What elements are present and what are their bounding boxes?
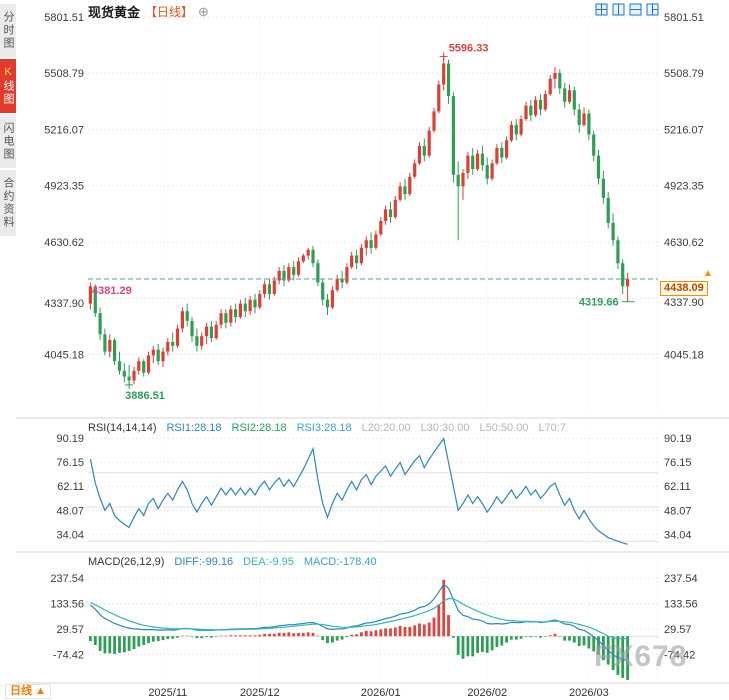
svg-text:4319.66: 4319.66	[579, 297, 619, 309]
layout-mixed-icon[interactable]	[646, 3, 659, 16]
macd-legend-item: DEA:-9.95	[243, 556, 294, 568]
svg-text:90.19: 90.19	[664, 433, 692, 445]
svg-text:62.11: 62.11	[57, 481, 84, 493]
svg-text:3886.51: 3886.51	[125, 390, 165, 402]
svg-text:29.57: 29.57	[56, 624, 84, 636]
rsi-legend-item: RSI1:28.18	[166, 422, 222, 434]
sidebar-item-contract-info[interactable]: 合约资料	[0, 170, 16, 236]
rsi-legend-item: RSI2:28.18	[231, 422, 287, 434]
svg-text:48.07: 48.07	[664, 505, 692, 517]
rsi-legend: RSI(14,14,14) RSI1:28.18 RSI2:28.18 RSI3:28…	[88, 422, 566, 434]
svg-text:5801.51: 5801.51	[44, 12, 84, 24]
sidebar-item-kline-chart[interactable]: K线图	[0, 59, 16, 113]
rsi-legend-item: RSI(14,14,14)	[88, 422, 157, 434]
layout-icon-group	[595, 3, 659, 16]
svg-text:4045.18: 4045.18	[44, 349, 84, 361]
period-tag: 【日线】	[145, 5, 194, 19]
layout-split-vertical-icon[interactable]	[629, 3, 642, 16]
rsi-legend-item: RSI3:28.18	[296, 422, 352, 434]
svg-text:4337.90: 4337.90	[664, 297, 704, 309]
rsi-line	[89, 437, 628, 545]
svg-text:4337.90: 4337.90	[44, 298, 84, 310]
rsi-legend-item: L20:20.00	[361, 422, 411, 434]
brand-watermark: FX678	[594, 640, 688, 673]
svg-text:5216.07: 5216.07	[44, 125, 84, 137]
svg-text:5216.07: 5216.07	[664, 125, 704, 137]
rsi-panel: 90.19 90.19 76.15 76.15 62.11 62.11 48.07 48.07…	[56, 433, 692, 545]
macd-legend-item: MACD:-178.40	[303, 556, 377, 568]
svg-text:2026/02: 2026/02	[467, 687, 507, 699]
svg-text:2025/11: 2025/11	[148, 687, 187, 699]
macd-diff-line	[89, 583, 628, 662]
chart-type-sidebar: 分时图 K线图 闪电图 合约资料	[0, 4, 16, 236]
svg-text:76.15: 76.15	[56, 457, 84, 469]
price-axis: 5801.51 5801.51 5508.79 5508.79 5216.07 5216.…	[44, 12, 704, 361]
price-up-arrow: ▲	[703, 267, 713, 279]
svg-text:29.57: 29.57	[664, 624, 692, 636]
svg-text:133.56: 133.56	[664, 599, 698, 611]
svg-text:5596.33: 5596.33	[449, 42, 489, 54]
macd-legend-item: DIFF:-99.16	[174, 556, 234, 568]
svg-text:90.19: 90.19	[56, 433, 84, 445]
svg-text:4630.62: 4630.62	[44, 237, 84, 249]
rsi-legend-item: L50:50.00	[479, 422, 529, 434]
svg-text:62.11: 62.11	[664, 481, 691, 493]
svg-text:2026/03: 2026/03	[569, 687, 609, 699]
svg-text:4045.18: 4045.18	[664, 349, 704, 361]
period-selector-label: 日线	[10, 685, 32, 697]
svg-text:4381.29: 4381.29	[92, 285, 132, 297]
sidebar-item-lightning-chart[interactable]: 闪电图	[0, 115, 16, 168]
layout-grid-quad-icon[interactable]	[595, 3, 608, 16]
candlesticks	[88, 56, 630, 385]
rsi-legend-item: L70:7	[538, 422, 566, 434]
last-price-tag: 4438.09	[660, 280, 708, 296]
macd-dea-line	[90, 597, 628, 640]
instrument-title: 现货黄金	[88, 5, 141, 20]
svg-text:4630.62: 4630.62	[664, 237, 704, 249]
macd-legend-item: MACD(26,12,9)	[88, 556, 165, 568]
sidebar-item-time-chart[interactable]: 分时图	[0, 4, 16, 57]
chevron-up-icon: ▲	[35, 685, 46, 697]
x-axis: 2025/11 2025/12 2026/01 2026/02 2026/03	[148, 17, 659, 699]
period-selector[interactable]: 日线 ▲	[5, 684, 51, 699]
svg-text:237.54: 237.54	[50, 573, 84, 585]
svg-text:5508.79: 5508.79	[664, 68, 704, 80]
price-annotations: 5596.33 3886.51 4319.66	[125, 42, 635, 402]
svg-text:-74.42: -74.42	[53, 650, 84, 662]
svg-text:34.04: 34.04	[56, 529, 84, 541]
rsi-legend-item: L30:30.00	[420, 422, 470, 434]
add-indicator-icon[interactable]: ⊕	[198, 3, 209, 19]
svg-text:5801.51: 5801.51	[664, 12, 704, 24]
svg-text:4923.35: 4923.35	[664, 181, 704, 193]
svg-text:76.15: 76.15	[664, 457, 692, 469]
svg-text:2026/01: 2026/01	[361, 687, 401, 699]
svg-text:34.04: 34.04	[664, 529, 692, 541]
svg-text:237.54: 237.54	[664, 573, 698, 585]
svg-text:5508.79: 5508.79	[44, 68, 84, 80]
layout-split-horizontal-icon[interactable]	[612, 3, 625, 16]
svg-text:133.56: 133.56	[50, 599, 84, 611]
svg-text:4923.35: 4923.35	[44, 181, 84, 193]
svg-text:48.07: 48.07	[56, 505, 84, 517]
svg-text:-74.42: -74.42	[664, 650, 695, 662]
macd-panel: 237.54 237.54 133.56 133.56 29.57 29.57 -74.42…	[50, 573, 698, 680]
macd-legend: MACD(26,12,9) DIFF:-99.16 DEA:-9.95 MACD:-1…	[88, 556, 377, 568]
chart-header: 现货黄金 【日线】 ⊕	[88, 2, 209, 21]
svg-text:2025/12: 2025/12	[240, 687, 280, 699]
